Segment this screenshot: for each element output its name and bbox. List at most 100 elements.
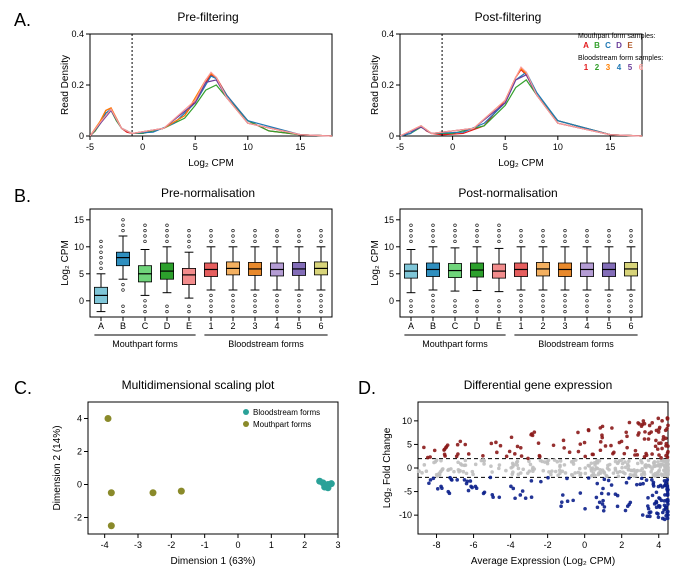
svg-text:0.2: 0.2: [71, 80, 84, 90]
svg-text:Log₂ Fold Change: Log₂ Fold Change: [382, 427, 393, 508]
panel-d-label: D.: [358, 378, 376, 399]
panel-a-legend: Mouthpart form samples:ABCDEBloodstream …: [578, 30, 685, 80]
panel-c-title: Multidimensional scaling plot: [68, 378, 328, 392]
svg-text:0: 0: [235, 540, 240, 550]
panel-b-post-chart: 051015ABCDE123456Mouthpart formsBloodstr…: [368, 203, 648, 363]
svg-text:1: 1: [208, 321, 213, 331]
svg-text:Bloodstream forms: Bloodstream forms: [538, 339, 614, 349]
svg-text:0: 0: [582, 540, 587, 550]
svg-text:6: 6: [639, 63, 644, 72]
svg-text:B: B: [594, 41, 600, 50]
svg-text:3: 3: [335, 540, 340, 550]
svg-text:Bloodstream forms: Bloodstream forms: [253, 408, 320, 417]
svg-text:3: 3: [252, 321, 257, 331]
svg-text:-2: -2: [74, 513, 82, 523]
svg-text:Log₂ CPM: Log₂ CPM: [498, 158, 544, 169]
svg-text:6: 6: [628, 321, 633, 331]
svg-text:4: 4: [584, 321, 589, 331]
svg-text:A: A: [98, 321, 104, 331]
svg-text:0: 0: [389, 131, 394, 141]
svg-text:3: 3: [562, 321, 567, 331]
svg-text:D: D: [616, 41, 622, 50]
svg-text:15: 15: [295, 142, 305, 152]
svg-text:A: A: [583, 41, 589, 50]
svg-text:5: 5: [503, 142, 508, 152]
svg-text:E: E: [496, 321, 502, 331]
panel-a-pre-chart: -505101500.20.4Log₂ CPMRead Density: [58, 28, 338, 168]
svg-text:-4: -4: [101, 540, 109, 550]
svg-text:Dimension 1 (63%): Dimension 1 (63%): [170, 556, 255, 566]
svg-text:B: B: [430, 321, 436, 331]
svg-text:Read Density: Read Density: [60, 55, 71, 115]
svg-text:-5: -5: [404, 487, 412, 497]
svg-text:5: 5: [193, 142, 198, 152]
svg-text:Average Expression (Log₂ CPM): Average Expression (Log₂ CPM): [471, 556, 615, 566]
svg-text:0: 0: [140, 142, 145, 152]
svg-text:10: 10: [243, 142, 253, 152]
svg-text:Log₂ CPM: Log₂ CPM: [188, 158, 234, 169]
figure-container: A. Pre-filtering Post-filtering -5051015…: [8, 8, 677, 556]
svg-text:10: 10: [74, 242, 84, 252]
svg-text:15: 15: [605, 142, 615, 152]
svg-text:4: 4: [656, 540, 661, 550]
svg-text:-4: -4: [507, 540, 515, 550]
svg-text:5: 5: [79, 269, 84, 279]
svg-text:C: C: [452, 321, 459, 331]
svg-text:E: E: [186, 321, 192, 331]
panel-a-right-title: Post-filtering: [388, 10, 628, 24]
svg-text:Log₂ CPM: Log₂ CPM: [60, 240, 71, 286]
svg-text:5: 5: [389, 269, 394, 279]
svg-text:-2: -2: [544, 540, 552, 550]
svg-text:3: 3: [606, 63, 611, 72]
panel-d-title: Differential gene expression: [408, 378, 668, 392]
svg-text:4: 4: [617, 63, 622, 72]
panel-b-right-title: Post-normalisation: [388, 186, 628, 200]
panel-c-chart: -4-3-2-10123-2024Dimension 1 (63%)Dimens…: [48, 396, 348, 566]
svg-text:-5: -5: [396, 142, 404, 152]
svg-text:Bloodstream forms: Bloodstream forms: [228, 339, 304, 349]
svg-text:Log₂ CPM: Log₂ CPM: [370, 240, 381, 286]
svg-text:4: 4: [274, 321, 279, 331]
panel-b-left-title: Pre-normalisation: [88, 186, 328, 200]
svg-text:4: 4: [77, 414, 82, 424]
svg-text:5: 5: [606, 321, 611, 331]
svg-text:1: 1: [584, 63, 589, 72]
svg-text:2: 2: [302, 540, 307, 550]
panel-d-chart: -8-6-4-2024-10-50510Average Expression (…: [378, 396, 678, 566]
svg-text:0: 0: [79, 131, 84, 141]
svg-text:-8: -8: [433, 540, 441, 550]
svg-text:15: 15: [74, 215, 84, 225]
svg-text:C: C: [605, 41, 611, 50]
svg-text:-3: -3: [134, 540, 142, 550]
svg-text:2: 2: [619, 540, 624, 550]
svg-text:2: 2: [540, 321, 545, 331]
svg-text:0: 0: [389, 296, 394, 306]
svg-text:0: 0: [79, 296, 84, 306]
svg-text:2: 2: [77, 447, 82, 457]
panel-c-label: C.: [14, 378, 32, 399]
svg-text:Mouthpart forms: Mouthpart forms: [112, 339, 178, 349]
svg-text:2: 2: [595, 63, 600, 72]
svg-text:C: C: [142, 321, 149, 331]
svg-text:Mouthpart form samples:: Mouthpart form samples:: [578, 33, 655, 40]
svg-text:0.4: 0.4: [71, 29, 84, 39]
svg-text:2: 2: [230, 321, 235, 331]
svg-text:-10: -10: [399, 510, 412, 520]
svg-text:0.4: 0.4: [381, 29, 394, 39]
svg-text:0: 0: [77, 480, 82, 490]
svg-text:0: 0: [450, 142, 455, 152]
panel-a-left-title: Pre-filtering: [88, 10, 328, 24]
svg-text:-2: -2: [167, 540, 175, 550]
panel-b-label: B.: [14, 186, 31, 207]
panel-b-pre-chart: 051015ABCDE123456Mouthpart formsBloodstr…: [58, 203, 338, 363]
svg-text:10: 10: [553, 142, 563, 152]
svg-text:1: 1: [269, 540, 274, 550]
svg-text:6: 6: [318, 321, 323, 331]
svg-text:15: 15: [384, 215, 394, 225]
svg-text:A: A: [408, 321, 414, 331]
svg-text:10: 10: [402, 416, 412, 426]
svg-text:B: B: [120, 321, 126, 331]
svg-text:-1: -1: [201, 540, 209, 550]
svg-text:5: 5: [407, 439, 412, 449]
svg-text:5: 5: [628, 63, 633, 72]
